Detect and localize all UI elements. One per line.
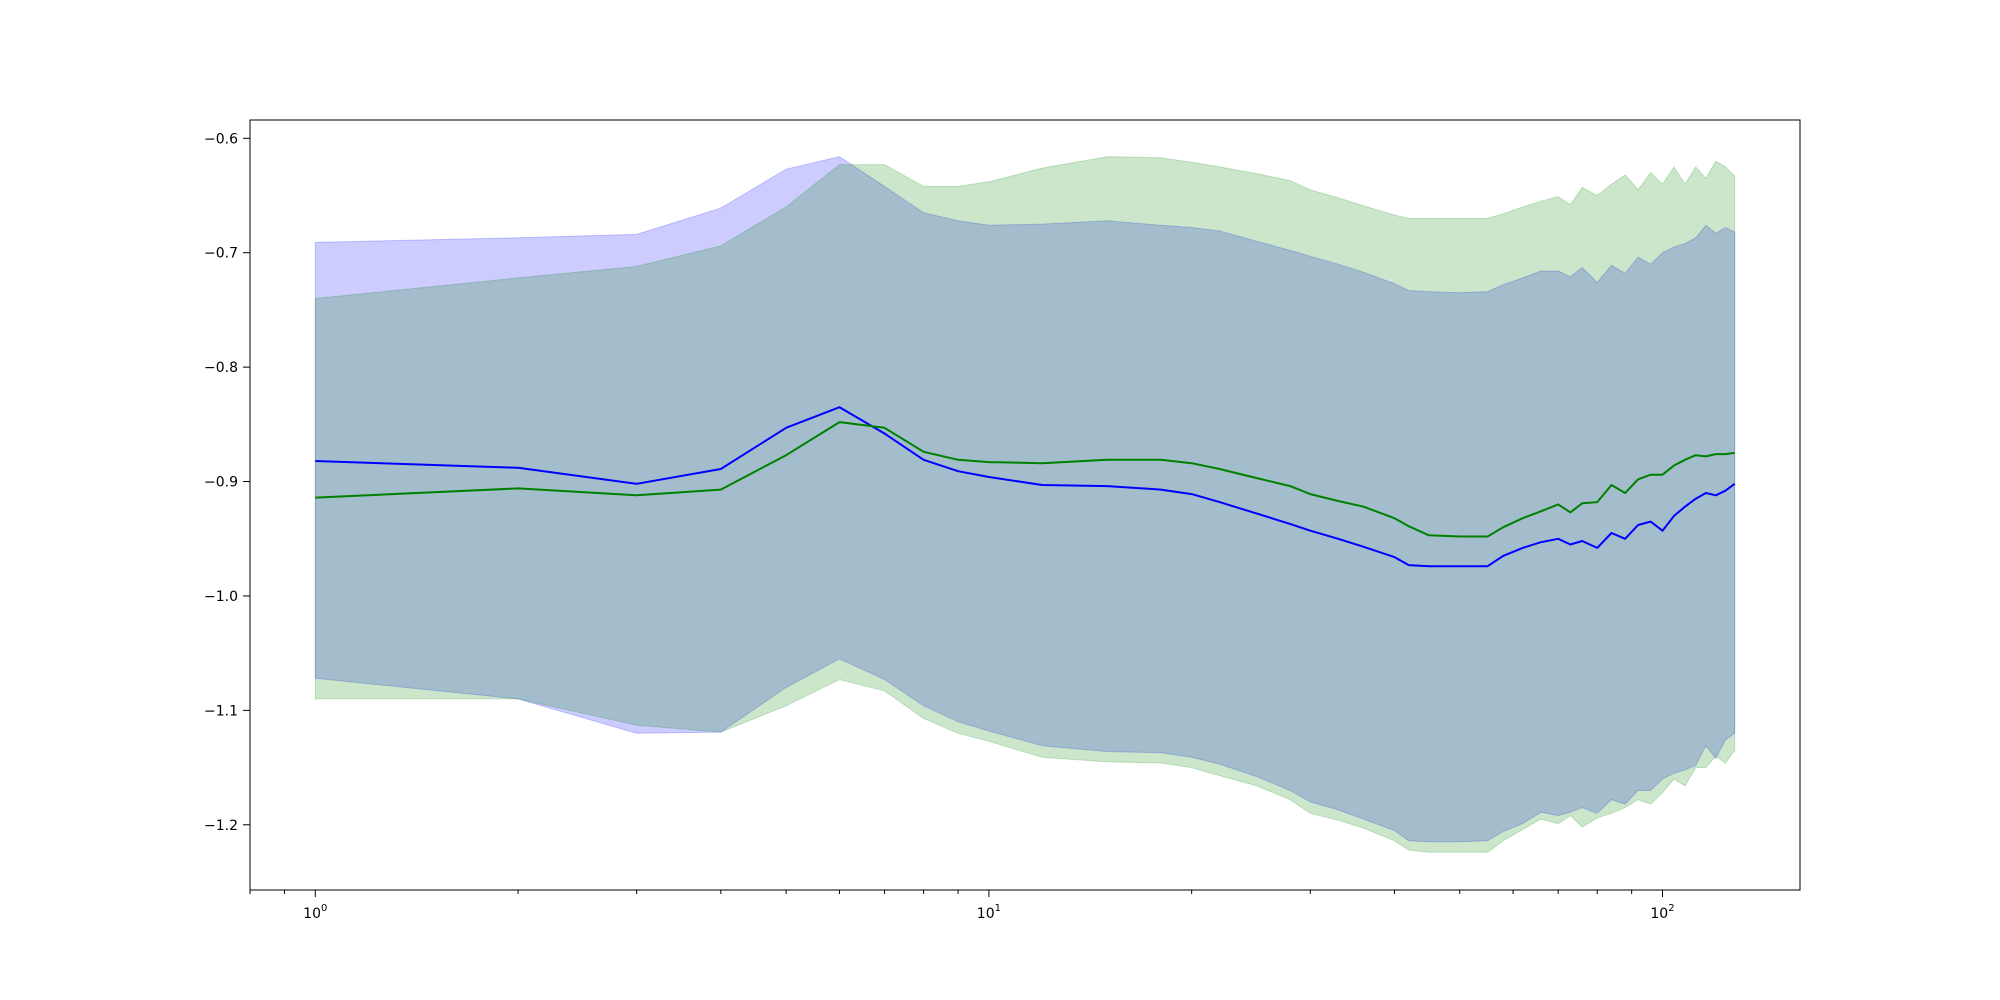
x-tick-label: 101 (977, 903, 1001, 922)
series-1-band (314, 156, 1736, 843)
series-lines (315, 406, 1736, 568)
series-2-line (315, 421, 1735, 538)
series-2-band (314, 156, 1736, 853)
y-tick-label: −1.0 (204, 589, 238, 605)
y-tick-label: −0.6 (204, 131, 238, 147)
x-tick-label: 100 (303, 903, 327, 922)
x-axis: 100 101 102 (249, 890, 1675, 922)
y-tick-label: −1.1 (204, 703, 238, 719)
y-tick-label: −1.2 (204, 818, 238, 834)
y-tick-label: −0.7 (204, 246, 238, 262)
series-1-line (315, 406, 1736, 568)
confidence-bands (314, 156, 1736, 853)
y-tick-label: −0.9 (204, 475, 238, 491)
x-tick-label: 102 (1650, 903, 1674, 922)
y-tick-label: −0.8 (204, 360, 238, 376)
y-axis: −0.6 −0.7 −0.8 −0.9 −1.0 −1.1 −1.2 (204, 131, 250, 834)
plot-frame (249, 119, 1801, 891)
